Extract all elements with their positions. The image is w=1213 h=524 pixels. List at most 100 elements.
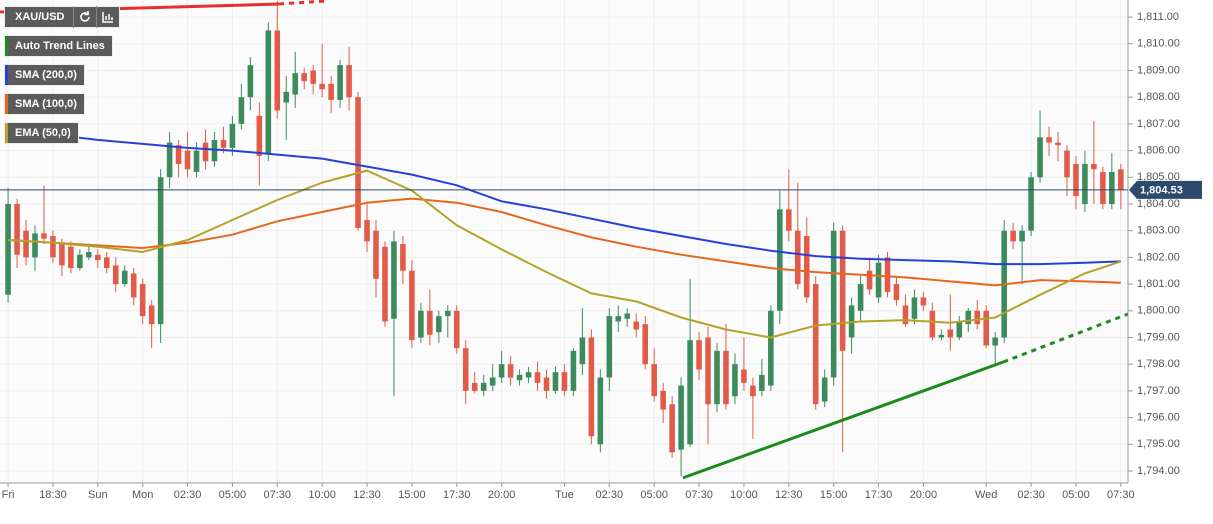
x-tick-label: 05:00 — [640, 489, 668, 501]
x-tick-label: Mon — [132, 489, 153, 501]
y-tick-label: 1,796.00 — [1137, 411, 1180, 423]
y-tick-label: 1,798.00 — [1137, 358, 1180, 370]
candle-body — [166, 142, 173, 178]
candle-body — [794, 230, 801, 285]
legend-item[interactable]: EMA (50,0) — [4, 122, 79, 144]
candle-body — [436, 316, 442, 333]
candle-body — [920, 297, 927, 306]
candle-body — [723, 350, 729, 405]
candle-body — [355, 97, 361, 229]
legend: XAU/USD Auto Trend Lines SMA (200,0) SMA (… — [4, 6, 120, 151]
y-tick-label: 1,806.00 — [1137, 144, 1180, 156]
candle-body — [768, 310, 774, 386]
candle-body — [5, 203, 11, 295]
candle-body — [1010, 230, 1016, 242]
candle-body — [812, 284, 819, 405]
candle-body — [938, 334, 945, 338]
candle-body — [148, 305, 155, 325]
candle-body — [1019, 230, 1025, 242]
last-price-label: 1,804.53 — [1140, 185, 1183, 197]
candle-body — [660, 390, 666, 410]
legend-label: Auto Trend Lines — [15, 40, 105, 52]
candle-body — [193, 150, 200, 172]
candle-body — [274, 30, 281, 111]
candle-body — [516, 374, 523, 381]
y-tick-label: 1,802.00 — [1137, 251, 1180, 263]
candle-body — [400, 244, 406, 271]
legend-label: SMA (200,0) — [15, 69, 77, 81]
candle-body — [866, 270, 873, 290]
candle-body — [489, 377, 496, 386]
candle-body — [23, 230, 29, 258]
symbol-box: XAU/USD — [4, 6, 120, 28]
candle-body — [911, 297, 918, 319]
candle-body — [606, 316, 613, 378]
candle-body — [104, 257, 110, 269]
candle-body — [1064, 150, 1070, 178]
candle-body — [525, 372, 532, 378]
candle-body — [1046, 137, 1052, 143]
candle-body — [95, 254, 101, 261]
refresh-icon[interactable] — [72, 6, 96, 28]
candle-body — [597, 377, 604, 445]
x-tick-label: 12:30 — [775, 489, 803, 501]
candle-body — [211, 139, 218, 162]
settings-icon[interactable] — [95, 6, 119, 28]
candle-body — [830, 230, 837, 378]
legend-item[interactable]: SMA (100,0) — [4, 93, 85, 115]
candle-body — [418, 310, 424, 338]
candle-body — [391, 241, 397, 319]
y-tick-label: 1,808.00 — [1137, 91, 1180, 103]
candle-body — [184, 150, 191, 170]
candle-body — [319, 83, 325, 90]
y-tick-label: 1,807.00 — [1137, 118, 1180, 130]
candle-body — [238, 97, 245, 124]
candle-body — [983, 310, 989, 346]
candle-body — [86, 252, 92, 258]
legend-item[interactable]: Auto Trend Lines — [4, 35, 113, 57]
candle-body — [41, 233, 47, 239]
candle-body — [175, 145, 182, 164]
x-tick-label: 18:30 — [39, 489, 67, 501]
legend-swatch — [5, 123, 8, 143]
legend-item[interactable]: SMA (200,0) — [4, 64, 85, 86]
candle-body — [821, 377, 828, 402]
y-tick-label: 1,795.00 — [1137, 438, 1180, 450]
candle-body — [409, 270, 415, 341]
ma-line — [8, 169, 1122, 339]
candle-body — [633, 321, 640, 330]
candle-body — [157, 177, 164, 325]
candle-body — [714, 350, 720, 405]
candle-body — [14, 203, 20, 255]
candle-body — [884, 257, 891, 293]
y-tick-label: 1,800.00 — [1137, 305, 1180, 317]
candle-body — [50, 236, 56, 258]
candle-body — [480, 382, 487, 391]
y-tick-label: 1,803.00 — [1137, 225, 1180, 237]
candle-body — [507, 364, 514, 378]
x-tick-label: 10:00 — [308, 489, 336, 501]
candle-body — [974, 310, 981, 325]
candle-body — [696, 340, 702, 370]
candle-body — [130, 273, 137, 298]
legend-label: EMA (50,0) — [15, 127, 71, 139]
candle-body — [839, 230, 846, 351]
candle-body — [857, 284, 864, 311]
candle-body — [139, 284, 146, 317]
candle-body — [750, 385, 756, 397]
candle-body — [1028, 177, 1034, 231]
axes: 1,794.00 1,795.00 1,796.00 1,797.00 1,798.00… — [0, 0, 1202, 501]
candle-body — [445, 310, 451, 317]
candle-body — [364, 220, 370, 242]
candle-body — [427, 310, 433, 335]
candle-body — [256, 115, 263, 156]
candle-body — [1118, 169, 1124, 190]
candle-body — [552, 372, 559, 391]
candle-body — [741, 369, 747, 383]
candle-body — [471, 382, 478, 391]
legend-label: SMA (100,0) — [15, 98, 77, 110]
candle-body — [1055, 142, 1061, 146]
candle-body — [453, 310, 460, 349]
trend-line-extension — [1002, 312, 1128, 364]
candle-body — [301, 73, 307, 82]
